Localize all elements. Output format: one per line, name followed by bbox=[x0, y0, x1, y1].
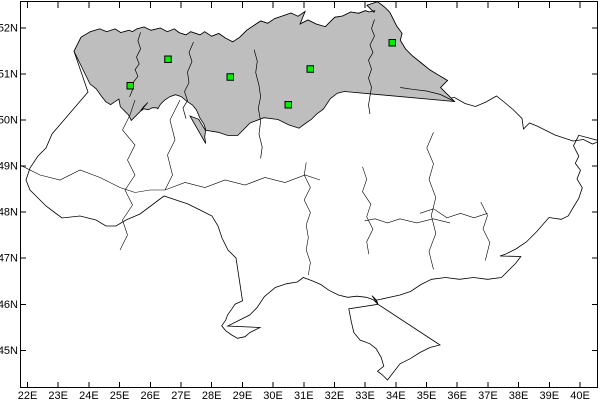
svg-text:34E: 34E bbox=[386, 390, 406, 400]
svg-text:37E: 37E bbox=[478, 390, 498, 400]
svg-text:35E: 35E bbox=[417, 390, 437, 400]
svg-text:40E: 40E bbox=[570, 390, 590, 400]
svg-text:46N: 46N bbox=[0, 299, 18, 311]
svg-text:38E: 38E bbox=[509, 390, 529, 400]
svg-text:48N: 48N bbox=[0, 207, 18, 219]
svg-text:45N: 45N bbox=[0, 345, 18, 357]
svg-text:29E: 29E bbox=[233, 390, 253, 400]
svg-text:23E: 23E bbox=[48, 390, 68, 400]
svg-text:49N: 49N bbox=[0, 161, 18, 173]
svg-text:26E: 26E bbox=[141, 390, 161, 400]
svg-text:30E: 30E bbox=[263, 390, 283, 400]
svg-text:25E: 25E bbox=[110, 390, 130, 400]
svg-text:47N: 47N bbox=[0, 253, 18, 265]
svg-text:39E: 39E bbox=[540, 390, 560, 400]
svg-text:31E: 31E bbox=[294, 390, 314, 400]
svg-text:33E: 33E bbox=[355, 390, 375, 400]
svg-text:51N: 51N bbox=[0, 69, 18, 81]
svg-text:32E: 32E bbox=[325, 390, 345, 400]
svg-text:50N: 50N bbox=[0, 115, 18, 127]
svg-text:36E: 36E bbox=[447, 390, 467, 400]
svg-text:27E: 27E bbox=[171, 390, 191, 400]
svg-text:24E: 24E bbox=[79, 390, 99, 400]
svg-text:22E: 22E bbox=[18, 390, 38, 400]
svg-text:28E: 28E bbox=[202, 390, 222, 400]
svg-text:52N: 52N bbox=[0, 23, 18, 35]
